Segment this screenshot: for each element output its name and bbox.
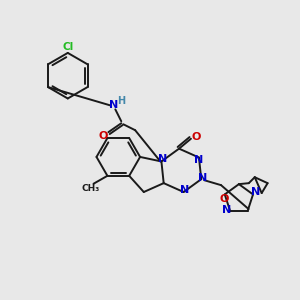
Text: N: N (180, 185, 189, 195)
Text: O: O (191, 132, 201, 142)
Text: N: N (158, 154, 167, 164)
Text: Cl: Cl (62, 42, 74, 52)
Text: O: O (219, 194, 228, 204)
Text: CH₃: CH₃ (81, 184, 100, 193)
Text: N: N (251, 188, 261, 197)
Text: N: N (198, 173, 207, 183)
Text: N: N (222, 205, 231, 215)
Text: H: H (117, 97, 125, 106)
Text: N: N (194, 155, 204, 166)
Text: N: N (109, 100, 118, 110)
Text: O: O (99, 131, 108, 141)
